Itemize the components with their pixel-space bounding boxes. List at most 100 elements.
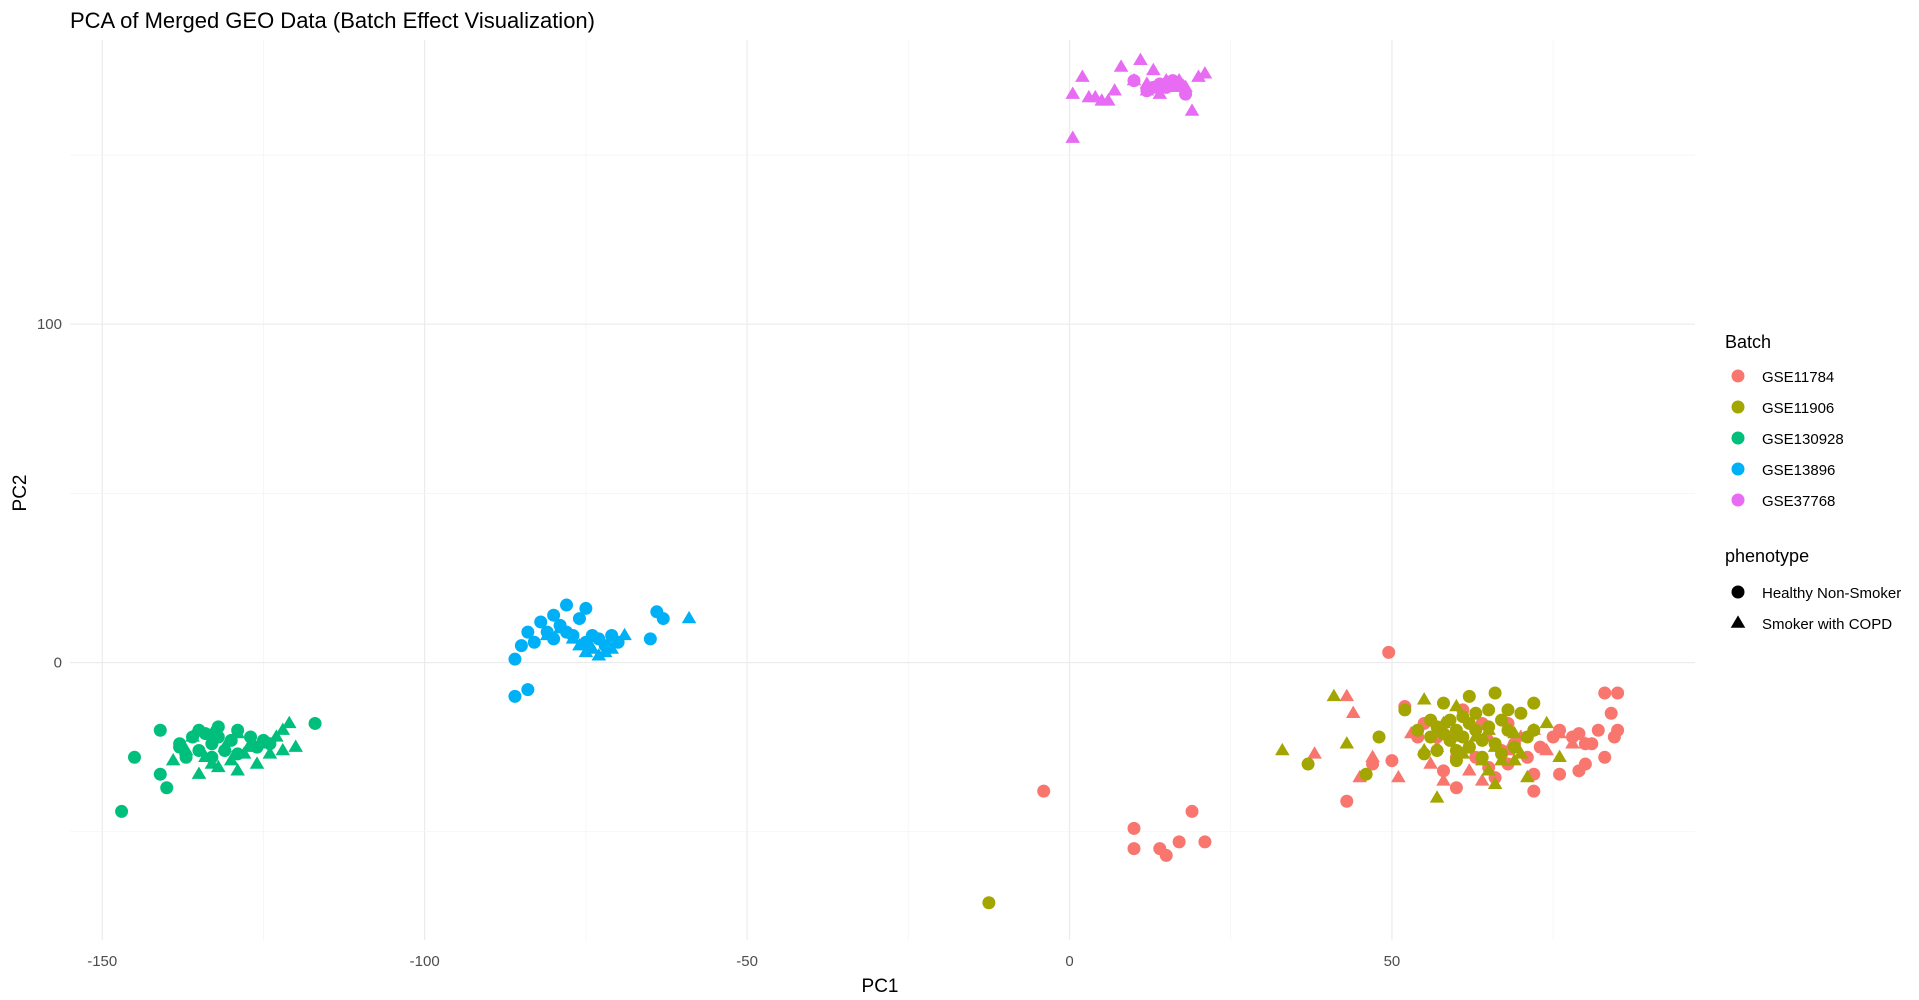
data-point [1449, 781, 1463, 795]
x-tick-label: 0 [1065, 953, 1073, 970]
data-point [1172, 835, 1186, 849]
data-point [1527, 723, 1541, 737]
data-point [1507, 725, 1522, 739]
data-point [1075, 69, 1090, 82]
data-point [1424, 713, 1438, 727]
data-point [1572, 727, 1586, 741]
data-point [1359, 767, 1373, 781]
data-point [1037, 784, 1051, 798]
data-point [1339, 736, 1355, 749]
data-point [217, 739, 233, 752]
data-point [617, 627, 632, 641]
data-point [1139, 83, 1155, 96]
data-point [1424, 730, 1438, 744]
data-point [160, 781, 174, 795]
data-point [115, 804, 129, 818]
data-point [572, 612, 586, 626]
legend-key-batch [1731, 369, 1745, 383]
legend: Batch GSE11784 GSE11906 GSE130928 GSE13896 GS… [1725, 332, 1901, 633]
data-point [508, 689, 522, 703]
data-point [185, 729, 200, 742]
data-point [521, 683, 535, 697]
data-point [1065, 130, 1081, 143]
data-point [572, 637, 587, 651]
data-point [1345, 705, 1361, 719]
data-point [1611, 723, 1625, 737]
data-point [1578, 757, 1592, 771]
legend-key-batch [1731, 493, 1745, 507]
data-point [552, 621, 568, 634]
data-point [173, 737, 187, 751]
data-point [1488, 686, 1502, 700]
y-tick-label: 0 [54, 655, 62, 672]
data-point [1437, 696, 1451, 710]
data-point [1469, 706, 1483, 720]
data-point [1171, 72, 1187, 86]
data-points [115, 52, 1625, 910]
data-point [1275, 742, 1290, 756]
data-point [192, 744, 206, 758]
data-point [1449, 729, 1464, 742]
data-point [165, 753, 181, 766]
legend-key-batch [1731, 462, 1745, 476]
data-point [288, 739, 303, 752]
data-point [681, 610, 697, 624]
data-point [1146, 62, 1161, 76]
data-point [1604, 706, 1618, 720]
data-point [1598, 686, 1612, 700]
data-point [1127, 842, 1141, 856]
data-point [1455, 746, 1471, 759]
data-point [1495, 713, 1509, 727]
data-point [1578, 736, 1593, 749]
data-point [1474, 753, 1490, 766]
data-point [539, 627, 555, 641]
data-point [1340, 794, 1354, 808]
legend-title-batch: Batch [1725, 332, 1771, 352]
data-point [1482, 703, 1496, 717]
data-point [236, 746, 252, 759]
data-point [514, 639, 528, 653]
data-point [1139, 76, 1155, 89]
data-point [1553, 767, 1567, 781]
axis-ticks: -150 -100 -50 0 50 0 100 [37, 316, 1400, 970]
data-point [1416, 742, 1432, 756]
data-point [1398, 703, 1412, 717]
data-point [1197, 66, 1213, 79]
data-point [1481, 763, 1496, 776]
data-point [547, 608, 561, 622]
legend-title-phenotype: phenotype [1725, 546, 1809, 566]
x-tick-label: -50 [736, 953, 758, 970]
data-point [262, 746, 278, 759]
data-point [1430, 744, 1444, 758]
data-point [269, 729, 284, 742]
data-point [579, 601, 593, 615]
data-point [1468, 729, 1484, 742]
data-point [192, 723, 206, 737]
data-point [656, 612, 670, 626]
data-point [1365, 749, 1380, 762]
data-point [211, 759, 226, 773]
data-point [275, 722, 291, 735]
data-point [230, 763, 245, 776]
data-point [508, 652, 522, 666]
data-point [281, 715, 297, 729]
data-point [1165, 79, 1180, 93]
data-point [643, 632, 657, 646]
data-point [178, 742, 194, 756]
data-point [578, 644, 594, 658]
data-point [1539, 742, 1554, 756]
legend-label-phenotype: Healthy Non-Smoker [1762, 585, 1901, 602]
data-point [1416, 692, 1432, 705]
x-axis-title: PC1 [862, 976, 899, 997]
data-point [1185, 804, 1199, 818]
data-point [1501, 703, 1515, 717]
legend-key-batch [1731, 400, 1745, 414]
legend-key-batch [1731, 431, 1745, 445]
x-tick-label: -150 [87, 953, 117, 970]
legend-label-batch: GSE130928 [1762, 431, 1844, 448]
data-point [1513, 746, 1529, 759]
data-point [585, 641, 600, 654]
data-point [1159, 848, 1173, 862]
data-point [1487, 739, 1503, 752]
legend-label-batch: GSE13896 [1762, 462, 1835, 479]
